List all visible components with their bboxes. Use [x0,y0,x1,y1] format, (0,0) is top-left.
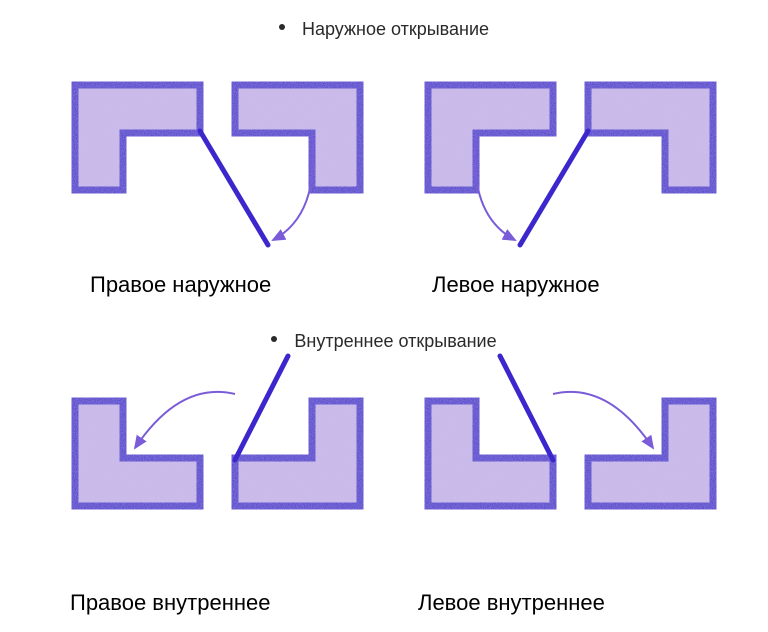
wall-L-shape [428,401,553,506]
door-line [520,131,588,245]
group-left-inner [428,356,713,506]
diagram-page: { "headers": { "outer": "Наружное открыв… [0,0,768,632]
wall-L-shape [428,85,553,190]
swing-arrow [135,392,235,448]
diagram-svg [0,0,768,632]
group-right-inner [75,356,360,506]
wall-L-shape [75,85,200,190]
wall-L-shape [75,401,200,506]
caption-right-inner: Правое внутреннее [70,590,270,616]
wall-L-shape [588,401,713,506]
door-line [200,131,268,245]
caption-left-outer: Левое наружное [432,272,600,298]
swing-arrow [475,135,515,240]
door-line [235,356,288,460]
wall-L-shape [235,401,360,506]
group-right-outer [75,85,360,245]
wall-L-shape [588,85,713,190]
swing-arrow [273,135,313,240]
caption-right-outer: Правое наружное [90,272,271,298]
caption-left-inner: Левое внутреннее [418,590,605,616]
door-line [500,356,553,460]
wall-L-shape [235,85,360,190]
group-left-outer [428,85,713,245]
swing-arrow [553,392,653,448]
